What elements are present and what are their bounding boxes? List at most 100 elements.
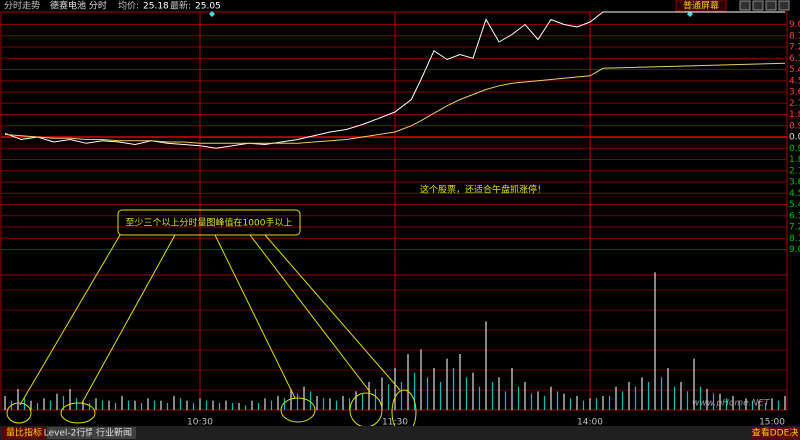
volume-bar [238, 403, 240, 410]
stock-name: 德赛电池 分时 [50, 0, 107, 12]
volume-bar [342, 396, 344, 410]
volume-bar [582, 400, 585, 410]
y-tick-label: 5.4 [789, 65, 800, 75]
volume-bar [595, 398, 598, 410]
volume-bar [472, 372, 474, 410]
volume-bar [530, 393, 533, 410]
volume-bar [485, 321, 487, 410]
volume-bar [101, 400, 104, 410]
volume-bar [153, 400, 156, 410]
volume-bar [615, 386, 617, 410]
tab[interactable] [92, 427, 136, 439]
volume-bar [420, 349, 422, 410]
price-line [4, 11, 785, 149]
volume-bar [218, 403, 221, 410]
volume-bar [641, 377, 643, 410]
volume-bar [36, 403, 39, 410]
volume-bar [563, 393, 565, 410]
volume-bar [465, 377, 468, 410]
tab[interactable] [47, 427, 91, 439]
volume-bar [693, 358, 695, 410]
volume-bar [459, 354, 461, 410]
volume-bar [166, 403, 169, 410]
y-tick-label: 8.1 [789, 234, 800, 244]
dde-button[interactable] [752, 427, 799, 439]
volume-bar [114, 403, 117, 410]
screen-button-label[interactable]: 普通屏幕 [683, 0, 719, 12]
volume-bar [212, 400, 214, 410]
volume-bar [712, 393, 715, 410]
y-tick-label: 8.1 [789, 31, 800, 41]
y-tick-label: 2.7 [789, 99, 800, 109]
chart-title: 分时走势 [4, 0, 40, 12]
screen-button[interactable] [675, 0, 727, 12]
volume-bar [264, 398, 266, 410]
annotation-box [117, 209, 301, 236]
volume-bar [348, 398, 351, 410]
volume-bar [4, 396, 6, 410]
volume-bar [478, 386, 481, 410]
volume-bar [602, 396, 604, 410]
volume-bar [784, 396, 786, 410]
volume-bar [413, 372, 416, 410]
volume-bar [764, 403, 767, 410]
volume-bar [556, 391, 559, 410]
volume-bar [452, 368, 455, 410]
icon[interactable] [778, 0, 790, 11]
volume-bar [121, 396, 123, 410]
y-tick-label: 4.5 [789, 76, 800, 86]
volume-bar [654, 272, 656, 410]
volume-bar [394, 368, 396, 410]
volume-bar [179, 398, 182, 410]
volume-bar [738, 400, 741, 410]
volume-bar [699, 386, 702, 410]
tab-label[interactable]: 量比指标 [6, 427, 42, 439]
volume-bar [277, 396, 279, 410]
volume-bar [296, 393, 299, 410]
volume-grid [1, 274, 787, 391]
annotation: 这个股票，还适合午盘抓涨停！ [420, 184, 546, 196]
icon[interactable] [739, 0, 751, 11]
volume-bar [719, 393, 721, 410]
volume-bar [374, 389, 377, 410]
volume-bar [426, 377, 429, 410]
volume-bar [82, 400, 84, 410]
icon[interactable] [752, 0, 764, 11]
volume-bar [244, 405, 247, 410]
y-tick-label: 5.4 [789, 200, 800, 210]
volume-bar [517, 386, 520, 410]
volume-bar [751, 400, 754, 410]
y-tick-label: 4.5 [789, 189, 800, 199]
volume-bar [725, 398, 728, 410]
volume-bar [498, 377, 500, 410]
volume-bar [69, 389, 71, 410]
icon[interactable] [765, 0, 777, 11]
volume-bar [127, 400, 130, 410]
tab-label[interactable]: Level-2行情 [44, 427, 95, 439]
volume-bar [186, 400, 188, 410]
tab-label[interactable]: 行业新闻 [96, 427, 132, 439]
y-tick-label: 7.2 [789, 43, 800, 53]
x-tick-label: 10:30 [187, 418, 213, 428]
volume-bar [680, 382, 682, 410]
annotation-lines [6, 234, 417, 435]
plot-area: 9.08.17.26.35.44.53.62.71.80.90.000.91.8… [1, 11, 800, 428]
volume-bar [745, 398, 747, 410]
annotation: 至少三个以上分时量图峰值在1000手以上 [126, 217, 293, 229]
x-tick-label: 11:30 [382, 418, 408, 428]
volume-bar [621, 391, 624, 410]
volume-bar [368, 382, 370, 410]
volume-bar [608, 396, 611, 410]
volume-bar [329, 398, 331, 410]
volume-bar [686, 391, 689, 410]
volume-bar [322, 398, 325, 410]
tab[interactable] [2, 427, 46, 439]
volume-bar [134, 400, 136, 410]
dde-button-label[interactable]: 查看DDE决 [752, 427, 799, 439]
volume-bar [173, 396, 175, 410]
volume-bar [205, 400, 208, 410]
volume-bar [88, 403, 91, 410]
volume-bar [446, 358, 448, 410]
volume-bar [160, 400, 162, 410]
x-tick-label: 15:00 [759, 418, 785, 428]
